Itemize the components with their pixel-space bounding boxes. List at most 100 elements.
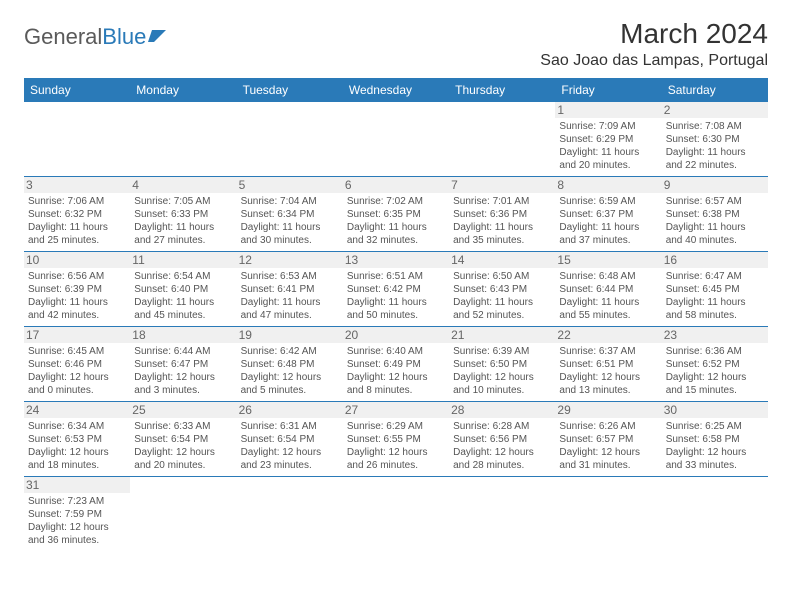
day-cell: 8Sunrise: 6:59 AMSunset: 6:37 PMDaylight… <box>555 177 661 252</box>
daylight-2: and 10 minutes. <box>453 384 551 397</box>
day-info: Sunrise: 6:59 AMSunset: 6:37 PMDaylight:… <box>559 195 657 247</box>
daylight-2: and 45 minutes. <box>134 309 232 322</box>
sunrise: Sunrise: 6:25 AM <box>666 420 764 433</box>
day-info: Sunrise: 6:53 AMSunset: 6:41 PMDaylight:… <box>241 270 339 322</box>
sunset: Sunset: 6:33 PM <box>134 208 232 221</box>
daylight-1: Daylight: 12 hours <box>559 371 657 384</box>
day-number: 9 <box>662 177 768 193</box>
daylight-1: Daylight: 12 hours <box>347 371 445 384</box>
daylight-1: Daylight: 11 hours <box>666 146 764 159</box>
day-info: Sunrise: 7:23 AMSunset: 7:59 PMDaylight:… <box>28 495 126 547</box>
day-number: 2 <box>662 102 768 118</box>
sunrise: Sunrise: 6:45 AM <box>28 345 126 358</box>
sunset: Sunset: 6:44 PM <box>559 283 657 296</box>
day-number: 7 <box>449 177 555 193</box>
sunrise: Sunrise: 6:34 AM <box>28 420 126 433</box>
day-cell: 11Sunrise: 6:54 AMSunset: 6:40 PMDayligh… <box>130 252 236 327</box>
day-info: Sunrise: 6:37 AMSunset: 6:51 PMDaylight:… <box>559 345 657 397</box>
day-info: Sunrise: 6:54 AMSunset: 6:40 PMDaylight:… <box>134 270 232 322</box>
day-cell <box>343 477 449 552</box>
daylight-1: Daylight: 12 hours <box>453 371 551 384</box>
daylight-1: Daylight: 12 hours <box>347 446 445 459</box>
weekday-header: Monday <box>130 78 236 102</box>
weekday-row: Sunday Monday Tuesday Wednesday Thursday… <box>24 78 768 102</box>
sunrise: Sunrise: 6:53 AM <box>241 270 339 283</box>
daylight-1: Daylight: 11 hours <box>241 296 339 309</box>
daylight-2: and 26 minutes. <box>347 459 445 472</box>
weekday-header: Wednesday <box>343 78 449 102</box>
sunset: Sunset: 6:48 PM <box>241 358 339 371</box>
sunset: Sunset: 6:47 PM <box>134 358 232 371</box>
daylight-1: Daylight: 12 hours <box>134 446 232 459</box>
sunrise: Sunrise: 6:36 AM <box>666 345 764 358</box>
sunset: Sunset: 6:56 PM <box>453 433 551 446</box>
daylight-2: and 42 minutes. <box>28 309 126 322</box>
day-cell: 10 Sunrise: 6:56 AMSunset: 6:39 PMDayligh… <box>24 252 130 327</box>
day-info: Sunrise: 6:33 AMSunset: 6:54 PMDaylight:… <box>134 420 232 472</box>
day-cell <box>555 477 661 552</box>
day-info: Sunrise: 6:56 AMSunset: 6:39 PMDaylight:… <box>28 270 126 322</box>
calendar-body: 1Sunrise: 7:09 AMSunset: 6:29 PMDaylight… <box>24 102 768 551</box>
day-cell: 13Sunrise: 6:51 AMSunset: 6:42 PMDayligh… <box>343 252 449 327</box>
daylight-2: and 33 minutes. <box>666 459 764 472</box>
day-cell: 12Sunrise: 6:53 AMSunset: 6:41 PMDayligh… <box>237 252 343 327</box>
day-cell <box>449 477 555 552</box>
day-cell: 28Sunrise: 6:28 AMSunset: 6:56 PMDayligh… <box>449 402 555 477</box>
daylight-2: and 32 minutes. <box>347 234 445 247</box>
sunset: Sunset: 6:49 PM <box>347 358 445 371</box>
daylight-2: and 58 minutes. <box>666 309 764 322</box>
day-number: 29 <box>555 402 661 418</box>
day-number: 10 <box>24 252 130 268</box>
sunset: Sunset: 6:40 PM <box>134 283 232 296</box>
daylight-1: Daylight: 11 hours <box>28 296 126 309</box>
daylight-1: Daylight: 11 hours <box>666 296 764 309</box>
daylight-2: and 40 minutes. <box>666 234 764 247</box>
day-number: 19 <box>237 327 343 343</box>
sunrise: Sunrise: 6:42 AM <box>241 345 339 358</box>
sunrise: Sunrise: 6:48 AM <box>559 270 657 283</box>
day-cell: 16Sunrise: 6:47 AMSunset: 6:45 PMDayligh… <box>662 252 768 327</box>
day-info: Sunrise: 6:26 AMSunset: 6:57 PMDaylight:… <box>559 420 657 472</box>
weekday-header: Tuesday <box>237 78 343 102</box>
day-number: 27 <box>343 402 449 418</box>
sunrise: Sunrise: 6:33 AM <box>134 420 232 433</box>
sunset: Sunset: 6:32 PM <box>28 208 126 221</box>
sunrise: Sunrise: 6:28 AM <box>453 420 551 433</box>
day-cell <box>237 102 343 177</box>
day-cell: 20Sunrise: 6:40 AMSunset: 6:49 PMDayligh… <box>343 327 449 402</box>
daylight-1: Daylight: 12 hours <box>28 371 126 384</box>
day-cell: 30Sunrise: 6:25 AMSunset: 6:58 PMDayligh… <box>662 402 768 477</box>
sunrise: Sunrise: 7:23 AM <box>28 495 126 508</box>
day-info: Sunrise: 6:29 AMSunset: 6:55 PMDaylight:… <box>347 420 445 472</box>
logo-text-2: Blue <box>102 24 146 50</box>
day-number: 4 <box>130 177 236 193</box>
sunset: Sunset: 6:30 PM <box>666 133 764 146</box>
sunset: Sunset: 6:55 PM <box>347 433 445 446</box>
daylight-1: Daylight: 11 hours <box>559 146 657 159</box>
day-cell: 22Sunrise: 6:37 AMSunset: 6:51 PMDayligh… <box>555 327 661 402</box>
day-cell: 18Sunrise: 6:44 AMSunset: 6:47 PMDayligh… <box>130 327 236 402</box>
weekday-header: Saturday <box>662 78 768 102</box>
week-row: 3Sunrise: 7:06 AMSunset: 6:32 PMDaylight… <box>24 177 768 252</box>
day-number: 16 <box>662 252 768 268</box>
daylight-2: and 31 minutes. <box>559 459 657 472</box>
day-cell: 26Sunrise: 6:31 AMSunset: 6:54 PMDayligh… <box>237 402 343 477</box>
daylight-2: and 23 minutes. <box>241 459 339 472</box>
sunrise: Sunrise: 7:04 AM <box>241 195 339 208</box>
day-number: 30 <box>662 402 768 418</box>
sunset: Sunset: 6:51 PM <box>559 358 657 371</box>
sunset: Sunset: 6:46 PM <box>28 358 126 371</box>
daylight-2: and 27 minutes. <box>134 234 232 247</box>
day-cell: 24Sunrise: 6:34 AMSunset: 6:53 PMDayligh… <box>24 402 130 477</box>
daylight-1: Daylight: 12 hours <box>241 446 339 459</box>
sunset: Sunset: 6:54 PM <box>241 433 339 446</box>
day-cell: 25Sunrise: 6:33 AMSunset: 6:54 PMDayligh… <box>130 402 236 477</box>
sunset: Sunset: 6:41 PM <box>241 283 339 296</box>
daylight-1: Daylight: 11 hours <box>559 221 657 234</box>
daylight-2: and 37 minutes. <box>559 234 657 247</box>
daylight-2: and 20 minutes. <box>134 459 232 472</box>
daylight-2: and 13 minutes. <box>559 384 657 397</box>
daylight-2: and 36 minutes. <box>28 534 126 547</box>
daylight-1: Daylight: 12 hours <box>666 371 764 384</box>
sunset: Sunset: 6:35 PM <box>347 208 445 221</box>
